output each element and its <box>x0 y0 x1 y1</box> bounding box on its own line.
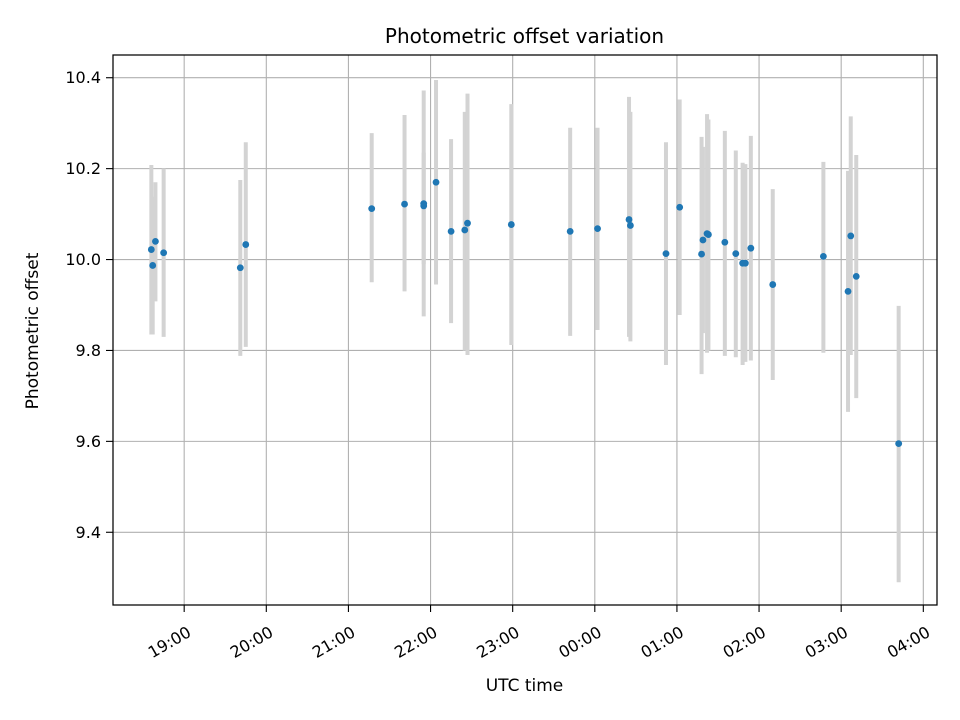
data-point <box>507 221 515 228</box>
data-point <box>401 200 408 208</box>
data-point <box>152 237 159 245</box>
data-point <box>662 250 670 258</box>
data-point <box>464 219 471 227</box>
data-point <box>699 236 707 244</box>
y-axis-ticks: 9.4 9.6 9.8 10.0 10.2 10.4 <box>65 68 113 542</box>
data-point <box>625 216 633 223</box>
y-tick-label: 10.2 <box>65 159 101 178</box>
y-tick-label: 10.0 <box>65 250 101 269</box>
data-point <box>236 264 244 272</box>
data-point <box>160 249 168 257</box>
chart-title: Photometric offset variation <box>385 24 664 48</box>
data-point <box>594 225 601 233</box>
data-point <box>676 203 684 211</box>
data-point <box>698 250 705 258</box>
data-point <box>566 227 574 235</box>
data-point <box>461 226 469 234</box>
data-point <box>844 287 852 295</box>
data-point <box>432 178 440 186</box>
data-point <box>705 231 712 238</box>
data-point <box>847 232 855 240</box>
x-axis-label: UTC time <box>486 676 564 696</box>
data-point <box>769 281 777 288</box>
y-axis-label: Photometric offset <box>23 252 43 409</box>
data-points <box>147 178 903 448</box>
plot-frame <box>112 54 938 606</box>
data-point <box>420 200 428 208</box>
data-point <box>626 222 634 229</box>
data-point <box>852 272 860 280</box>
data-point <box>242 241 250 248</box>
data-point <box>741 259 749 267</box>
data-point <box>732 250 740 258</box>
data-point <box>895 440 903 448</box>
y-tick-label: 9.6 <box>76 432 101 451</box>
data-point <box>721 238 729 246</box>
data-point <box>747 244 755 252</box>
data-point <box>819 252 827 260</box>
y-tick-label: 9.8 <box>76 341 101 360</box>
data-point <box>368 205 376 213</box>
y-tick-label: 10.4 <box>65 68 101 87</box>
data-point <box>447 227 455 235</box>
data-point <box>149 262 157 269</box>
data-point <box>147 246 155 253</box>
y-tick-label: 9.4 <box>76 523 101 542</box>
